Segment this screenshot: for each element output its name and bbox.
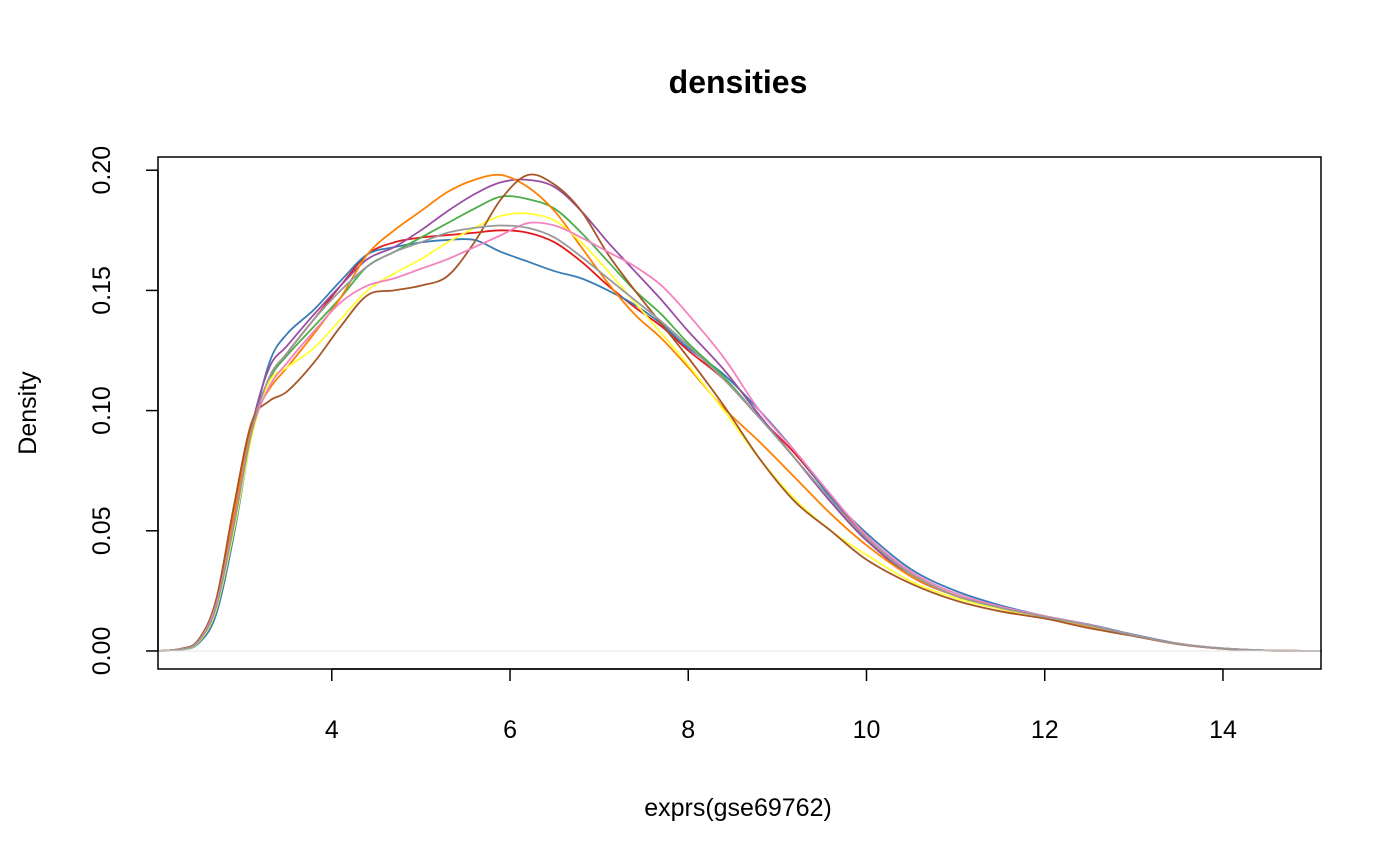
- chart-title: densities: [669, 64, 808, 100]
- density-series-9: [157, 224, 1322, 652]
- x-tick-label: 14: [1209, 716, 1237, 744]
- x-axis-label: exprs(gse69762): [644, 794, 832, 822]
- x-tick-label: 10: [853, 716, 881, 744]
- density-series-7: [157, 173, 1322, 652]
- x-tick-label: 6: [503, 716, 517, 744]
- density-series-6: [157, 212, 1322, 652]
- series-layer: [157, 173, 1322, 652]
- y-axis: 0.00 0.05 0.10 0.15 0.20: [88, 146, 159, 676]
- y-tick-label: 0.15: [88, 266, 116, 315]
- density-series-5: [157, 173, 1322, 652]
- plot-frame: [157, 156, 1322, 670]
- density-series-8: [157, 221, 1322, 652]
- y-tick-label: 0.10: [88, 386, 116, 435]
- x-tick-label: 4: [325, 716, 339, 744]
- y-tick-label: 0.20: [88, 146, 116, 195]
- y-tick-label: 0.05: [88, 506, 116, 555]
- x-tick-label: 8: [681, 716, 695, 744]
- x-tick-label: 12: [1031, 716, 1059, 744]
- density-series-4: [157, 178, 1322, 652]
- y-axis-label: Density: [14, 371, 42, 455]
- density-series-2: [157, 238, 1322, 652]
- x-axis: 4 6 8 10 12 14: [325, 668, 1237, 744]
- y-tick-label: 0.00: [88, 627, 116, 676]
